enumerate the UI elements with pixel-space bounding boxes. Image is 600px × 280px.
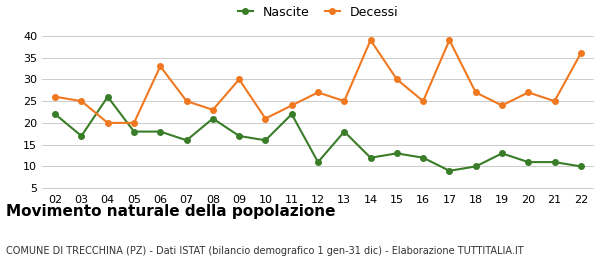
Nascite: [499, 152, 506, 155]
Text: Movimento naturale della popolazione: Movimento naturale della popolazione: [6, 204, 335, 220]
Decessi: [104, 121, 112, 125]
Decessi: [288, 104, 295, 107]
Nascite: [262, 139, 269, 142]
Nascite: [446, 169, 453, 172]
Decessi: [393, 78, 400, 81]
Nascite: [130, 130, 137, 133]
Decessi: [314, 91, 322, 94]
Decessi: [236, 78, 243, 81]
Nascite: [236, 134, 243, 138]
Nascite: [209, 117, 217, 120]
Nascite: [367, 156, 374, 159]
Nascite: [524, 160, 532, 164]
Nascite: [314, 160, 322, 164]
Nascite: [341, 130, 348, 133]
Decessi: [472, 91, 479, 94]
Text: COMUNE DI TRECCHINA (PZ) - Dati ISTAT (bilancio demografico 1 gen-31 dic) - Elab: COMUNE DI TRECCHINA (PZ) - Dati ISTAT (b…: [6, 246, 524, 256]
Decessi: [446, 38, 453, 42]
Nascite: [551, 160, 558, 164]
Nascite: [52, 113, 59, 116]
Decessi: [209, 108, 217, 111]
Nascite: [472, 165, 479, 168]
Nascite: [78, 134, 85, 138]
Decessi: [52, 95, 59, 99]
Line: Nascite: Nascite: [52, 94, 584, 174]
Decessi: [341, 99, 348, 103]
Nascite: [183, 139, 190, 142]
Decessi: [262, 117, 269, 120]
Nascite: [419, 156, 427, 159]
Decessi: [130, 121, 137, 125]
Nascite: [393, 152, 400, 155]
Decessi: [551, 99, 558, 103]
Legend: Nascite, Decessi: Nascite, Decessi: [233, 1, 403, 24]
Nascite: [577, 165, 584, 168]
Decessi: [419, 99, 427, 103]
Nascite: [157, 130, 164, 133]
Nascite: [104, 95, 112, 99]
Decessi: [157, 65, 164, 68]
Decessi: [524, 91, 532, 94]
Decessi: [577, 52, 584, 55]
Decessi: [367, 38, 374, 42]
Nascite: [288, 113, 295, 116]
Decessi: [499, 104, 506, 107]
Decessi: [183, 99, 190, 103]
Decessi: [78, 99, 85, 103]
Line: Decessi: Decessi: [52, 37, 584, 126]
